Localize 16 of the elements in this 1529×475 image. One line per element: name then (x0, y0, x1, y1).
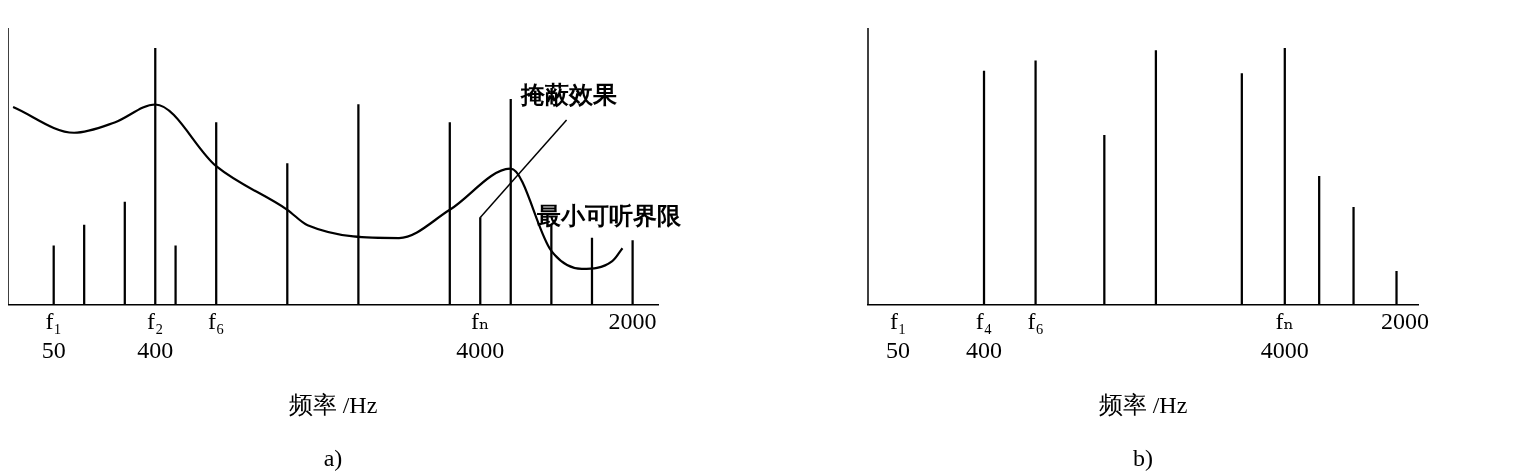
x-tick-label: 2000 (1381, 308, 1430, 335)
text: a) (323, 444, 343, 471)
x-tick-label: 2000 (608, 308, 657, 335)
x-tick-label: fₙ 4000 (456, 308, 505, 364)
x-tick-label: f₁ 50 (886, 308, 911, 364)
text: b) (1133, 444, 1153, 471)
annotation: 最小可听界限 (535, 202, 682, 229)
x-tick-label: f₆ (1027, 308, 1044, 335)
annotation: 掩蔽效果 (520, 82, 618, 108)
x-tick-label: f₆ (208, 308, 225, 335)
x-axis-title: 频率 /Hz (288, 392, 378, 419)
x-tick-label: fₙ 4000 (1260, 308, 1309, 364)
x-axis-title: 频率 /Hz (1098, 392, 1188, 419)
x-tick-label: f₂ 400 (137, 308, 174, 364)
x-tick-label: f₄ 400 (966, 308, 1003, 364)
x-tick-label: f₁ 50 (41, 308, 66, 364)
